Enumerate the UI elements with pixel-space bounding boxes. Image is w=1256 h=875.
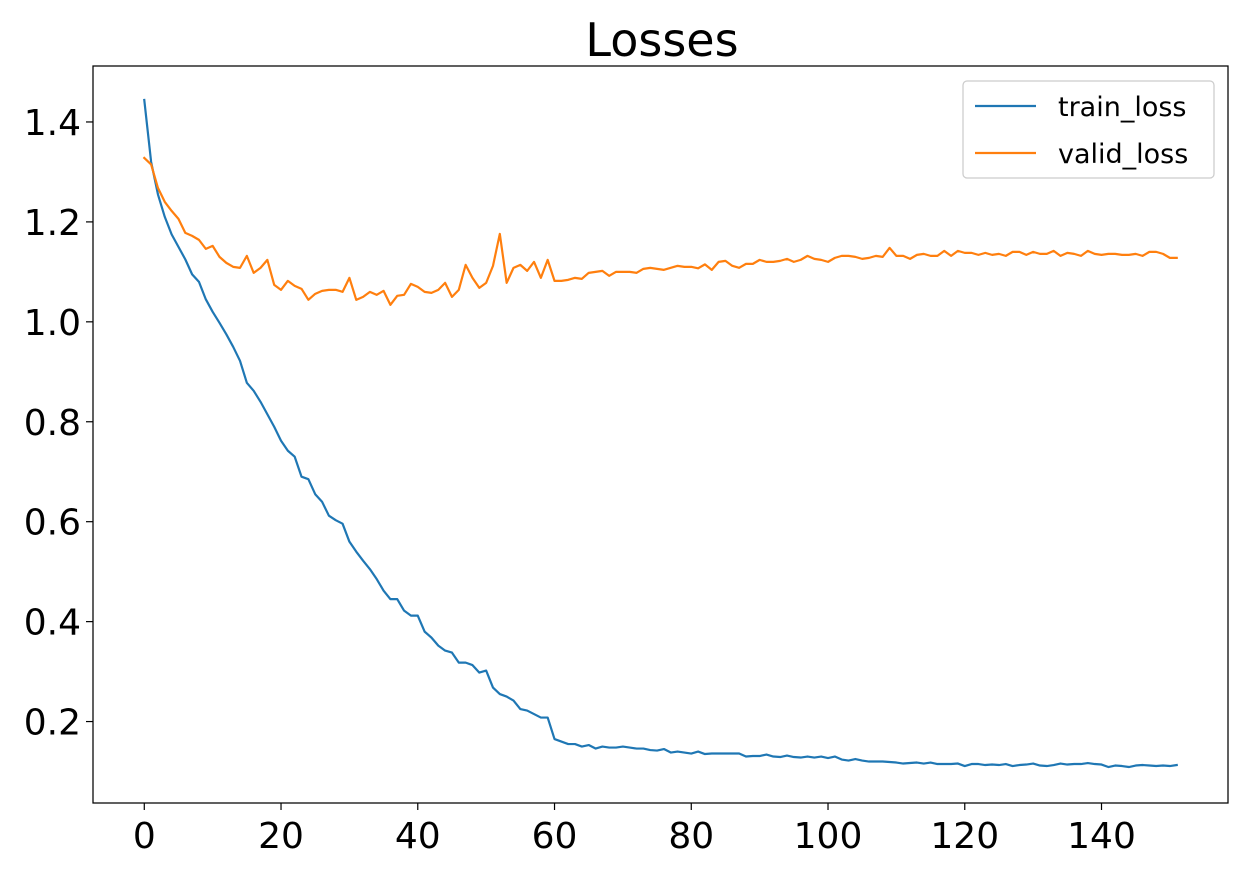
legend-items: train_loss valid_loss xyxy=(975,92,1188,170)
y-tick-label: 0.4 xyxy=(24,603,81,644)
x-tick-label: 80 xyxy=(668,816,714,857)
y-tick-label: 1.2 xyxy=(24,203,81,244)
x-tick-label: 140 xyxy=(1067,816,1136,857)
x-tick-label: 60 xyxy=(532,816,578,857)
x-tick-label: 100 xyxy=(794,816,863,857)
y-tick-label: 0.6 xyxy=(24,503,81,544)
x-tick-label: 120 xyxy=(930,816,999,857)
x-tick-label: 40 xyxy=(395,816,441,857)
x-tick-label: 20 xyxy=(258,816,304,857)
y-axis: 0.2 0.4 0.6 0.8 1.0 1.2 1.4 xyxy=(24,103,93,744)
legend-label-train-loss: train_loss xyxy=(1058,92,1187,123)
plot-area xyxy=(92,65,1229,804)
series-line-train-loss xyxy=(143,98,1178,769)
x-axis: 0 20 40 60 80 100 120 140 xyxy=(133,803,1136,857)
y-tick-label: 1.4 xyxy=(24,103,81,144)
y-tick-label: 0.8 xyxy=(24,403,81,444)
legend: train_loss valid_loss xyxy=(962,80,1215,179)
axes-frame xyxy=(92,65,1229,804)
chart-title: Losses xyxy=(585,13,738,67)
series-line-valid-loss xyxy=(142,156,1178,306)
x-tick-label: 0 xyxy=(133,816,156,857)
y-tick-label: 0.2 xyxy=(24,703,81,744)
y-tick-label: 1.0 xyxy=(24,303,81,344)
legend-label-valid-loss: valid_loss xyxy=(1058,139,1188,170)
series-layer xyxy=(142,98,1178,769)
